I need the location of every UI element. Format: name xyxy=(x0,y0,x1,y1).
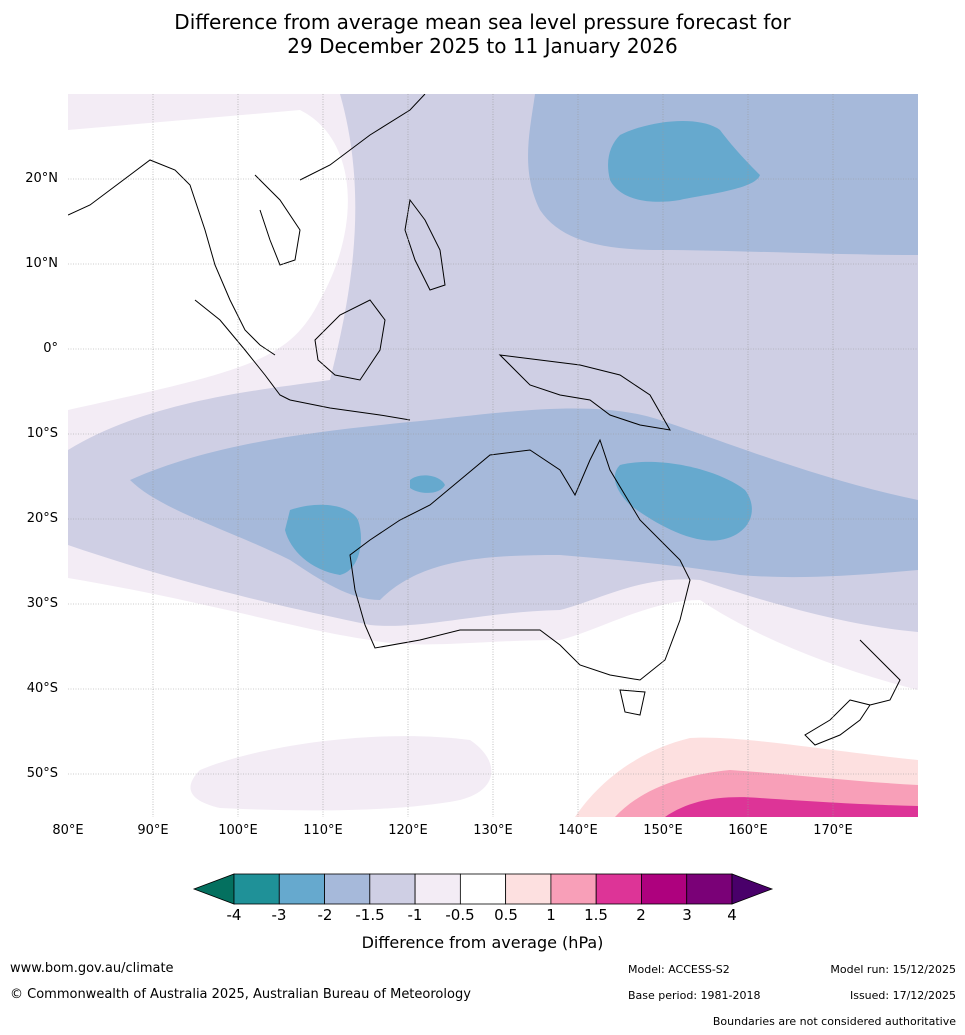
colorbar-tick: 3 xyxy=(682,906,692,924)
issued-date: Issued: 17/12/2025 xyxy=(849,989,956,1002)
colorbar-tick: 0.5 xyxy=(494,906,518,924)
coastline-australia xyxy=(349,438,691,681)
colorbar-tick: -2 xyxy=(317,906,333,924)
coastline-philippines xyxy=(404,198,446,291)
lat-label-0: 0° xyxy=(43,341,58,356)
colorbar-cell xyxy=(324,873,371,905)
colorbar-title: Difference from average (hPa) xyxy=(361,933,604,952)
lat-label-10s: 10°S xyxy=(26,426,58,441)
coastline-new-guinea xyxy=(498,354,671,431)
lat-label-50s: 50°S xyxy=(26,766,58,781)
coastline-new-zealand xyxy=(804,639,901,746)
anomaly-region-magenta xyxy=(665,797,918,817)
colorbar-tick: -4 xyxy=(226,906,242,924)
colorbar-tick: -1.5 xyxy=(355,906,385,924)
model-name: Model: ACCESS-S2 xyxy=(628,963,730,976)
lon-label-130e: 130°E xyxy=(473,823,513,838)
colorbar-tick: -1 xyxy=(407,906,423,924)
colorbar-tick: 4 xyxy=(727,906,737,924)
lat-label-20n: 20°N xyxy=(25,171,58,186)
model-run-date: Model run: 15/12/2025 xyxy=(830,963,956,976)
anomaly-region-light-lavender-south xyxy=(190,736,492,811)
anomaly-region-neutral-west xyxy=(68,110,348,410)
graticule xyxy=(68,94,918,817)
coastline-java xyxy=(289,399,411,421)
lat-label-30s: 30°S xyxy=(26,596,58,611)
website-link[interactable]: www.bom.gov.au/climate xyxy=(10,961,174,976)
title-line-2: 29 December 2025 to 11 January 2026 xyxy=(287,34,678,58)
colorbar-cell xyxy=(233,873,280,905)
lon-label-120e: 120°E xyxy=(388,823,428,838)
anomaly-region-blue-small xyxy=(410,475,445,493)
colorbar-cell xyxy=(414,873,461,905)
title-line-1: Difference from average mean sea level p… xyxy=(174,10,791,34)
map-area xyxy=(68,94,918,817)
colorbar-tick: 2 xyxy=(636,906,646,924)
lat-label-10n: 10°N xyxy=(25,256,58,271)
colorbar-extend-low xyxy=(192,873,235,905)
anomaly-region-blue-australia xyxy=(614,461,752,541)
lon-label-140e: 140°E xyxy=(558,823,598,838)
colorbar-cell xyxy=(550,873,597,905)
coastlines xyxy=(68,94,901,746)
copyright-notice: © Commonwealth of Australia 2025, Austra… xyxy=(10,987,471,1002)
colorbar-cell xyxy=(369,873,416,905)
coastline-sumatra xyxy=(194,299,291,401)
colorbar-cell xyxy=(686,873,733,905)
colorbar-cells xyxy=(233,873,733,905)
colorbar-extend-high xyxy=(731,873,774,905)
colorbar-cell xyxy=(278,873,325,905)
lon-label-110e: 110°E xyxy=(303,823,343,838)
lat-label-40s: 40°S xyxy=(26,681,58,696)
colorbar-tick: 1.5 xyxy=(584,906,608,924)
lon-label-100e: 100°E xyxy=(218,823,258,838)
colorbar-cell xyxy=(595,873,642,905)
colorbar-tick: -3 xyxy=(271,906,287,924)
lon-label-90e: 90°E xyxy=(137,823,169,838)
lon-label-160e: 160°E xyxy=(728,823,768,838)
colorbar-tick: -0.5 xyxy=(445,906,475,924)
anomaly-region-blue-pacific xyxy=(608,120,760,202)
coastline-borneo xyxy=(314,299,386,381)
lat-label-20s: 20°S xyxy=(26,511,58,526)
colorbar-tick: 1 xyxy=(546,906,556,924)
lon-label-80e: 80°E xyxy=(52,823,84,838)
colorbar-cell xyxy=(505,873,552,905)
chart-title: Difference from average mean sea level p… xyxy=(0,10,965,58)
colorbar-cell xyxy=(459,873,507,905)
boundary-disclaimer: Boundaries are not considered authoritat… xyxy=(712,1015,956,1028)
coastline-tasmania xyxy=(619,689,646,716)
coastline-asia xyxy=(68,94,426,356)
lon-label-170e: 170°E xyxy=(813,823,853,838)
colorbar xyxy=(192,873,774,905)
colorbar-cell xyxy=(641,873,688,905)
lon-label-150e: 150°E xyxy=(643,823,683,838)
base-period: Base period: 1981-2018 xyxy=(628,989,761,1002)
